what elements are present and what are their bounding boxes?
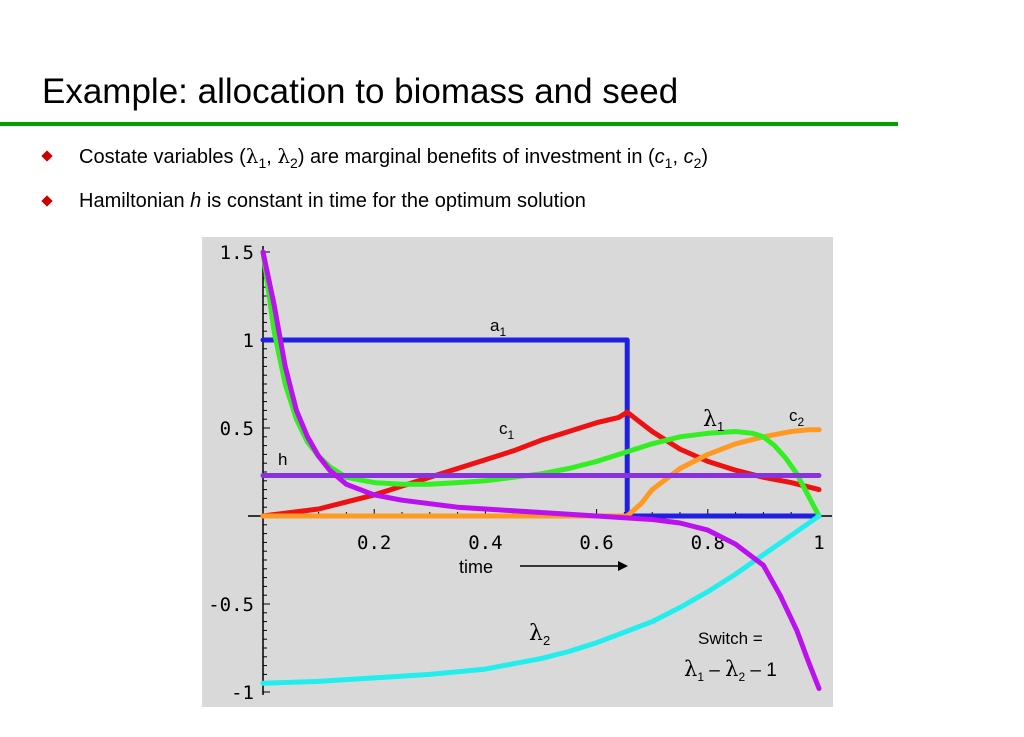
label-h: h xyxy=(278,450,287,469)
y-tick-label: -0.5 xyxy=(208,594,254,616)
xlabel-time: time xyxy=(459,557,493,577)
chart-labels: a1 c1 c2 λ1 λ2 h Switch = λ1 – λ2 – 1 ti… xyxy=(278,316,805,684)
bullet-costate-text: Costate variables (λ1, λ2) are marginal … xyxy=(79,144,709,171)
time-arrowhead-icon xyxy=(618,561,628,571)
y-tick-label: 1 xyxy=(243,330,254,352)
series-line-a1 xyxy=(260,337,822,519)
x-tick-label: 0.8 xyxy=(691,532,725,554)
label-lambda2: λ2 xyxy=(529,621,550,648)
label-switch-formula: λ1 – λ2 – 1 xyxy=(684,657,777,684)
x-tick-label: 1 xyxy=(813,532,824,554)
bullet-hamiltonian-text: Hamiltonian h is constant in time for th… xyxy=(79,190,586,212)
title-divider xyxy=(0,122,898,126)
label-a1: a1 xyxy=(490,316,506,339)
series-line-switch xyxy=(260,249,822,691)
x-tick-label: 0.6 xyxy=(579,532,613,554)
label-lambda1: λ1 xyxy=(703,407,724,434)
series-line-c2 xyxy=(260,427,822,519)
x-tick-label: 0.2 xyxy=(357,532,391,554)
slide-title: Example: allocation to biomass and seed xyxy=(42,72,679,111)
plot-background xyxy=(202,237,833,707)
series-line-lambda2 xyxy=(260,513,822,686)
label-switch: Switch = xyxy=(698,629,763,648)
label-c2: c2 xyxy=(789,406,805,429)
series-line-c1 xyxy=(260,409,822,519)
chart-series xyxy=(260,249,822,691)
label-c1: c1 xyxy=(499,419,515,442)
y-tick-label: -1 xyxy=(231,682,254,704)
y-tick-label: 1.5 xyxy=(220,242,254,264)
x-tick-label: 0.4 xyxy=(468,532,502,554)
y-tick-label: 0.5 xyxy=(220,418,254,440)
